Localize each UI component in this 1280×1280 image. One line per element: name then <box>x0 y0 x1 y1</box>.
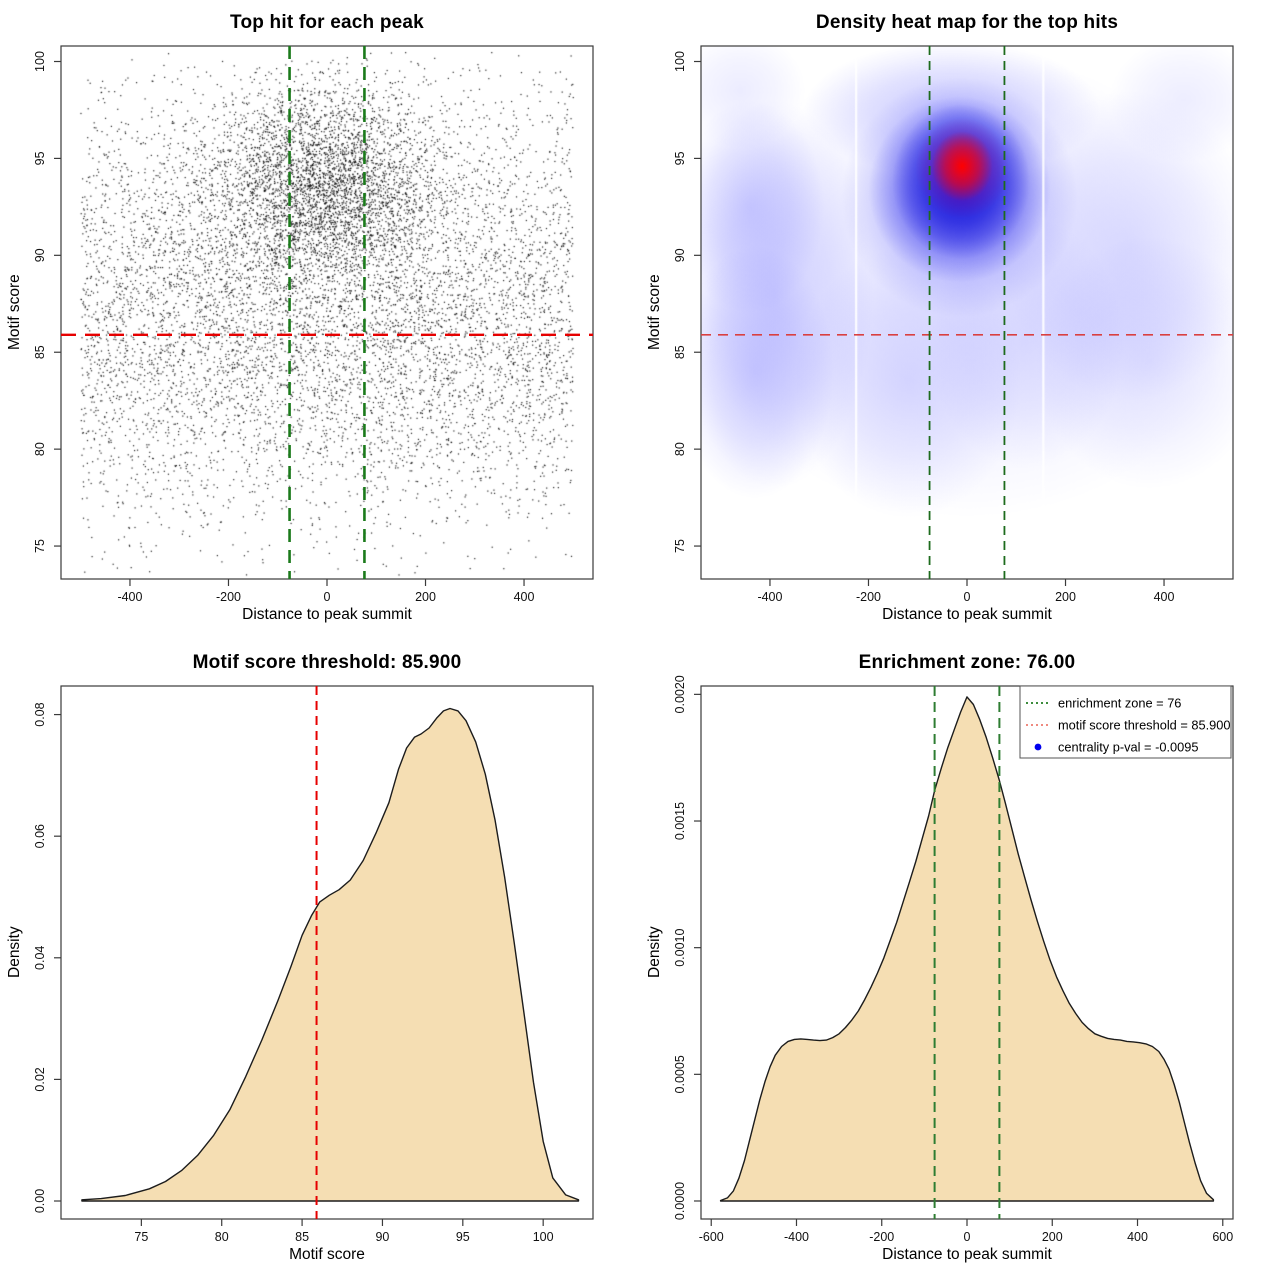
plot-border <box>60 685 594 1220</box>
x-tick-label: 400 <box>514 590 535 604</box>
x-tick-label: 0 <box>964 1230 971 1244</box>
heatmap-canvas <box>701 46 1233 579</box>
y-tick-label: 0.0015 <box>673 802 687 840</box>
y-tick-label: 0.06 <box>33 824 47 848</box>
x-axis-title: Distance to peak summit <box>242 606 412 623</box>
y-tick-label: 0.0010 <box>673 929 687 967</box>
y-tick-label: 0.04 <box>33 946 47 970</box>
x-tick-label: 95 <box>456 1230 470 1244</box>
plot-border <box>700 45 1234 580</box>
motif-density-plot-svg: 75 80 85 90 95 100 0.00 0.02 0.04 0.06 0.08 <box>33 685 594 1244</box>
page-title: Motif score threshold: 85.900 <box>192 652 462 673</box>
y-tick-label: 100 <box>33 51 47 72</box>
legend-marker-dot <box>1034 743 1042 751</box>
x-tick-label: -200 <box>869 1230 894 1244</box>
plot-border <box>60 45 594 580</box>
x-tick-label: 400 <box>1154 590 1175 604</box>
distance-density-plot-svg: -600 -400 -200 0 200 400 600 0.0000 0.0005 0.0010… <box>673 675 1234 1244</box>
x-axis-title: Distance to peak summit <box>882 606 1052 623</box>
y-tick-label: 85 <box>673 345 687 359</box>
y-tick-label: 100 <box>673 51 687 72</box>
heatmap-plot-svg: -400 -200 0 200 400 75 80 85 90 95 100 <box>673 45 1234 604</box>
panel-top-hit-scatter: -400 -200 0 200 400 75 80 85 90 95 100 Top hit for… <box>0 0 640 640</box>
panel-density-heatmap: -400 -200 0 200 400 75 80 85 90 95 100 Density hea… <box>640 0 1280 640</box>
density-curve <box>719 696 1215 1202</box>
x-tick-label: 90 <box>375 1230 389 1244</box>
page-title: Enrichment zone: 76.00 <box>858 652 1076 673</box>
x-tick-label: -400 <box>784 1230 809 1244</box>
y-axis-title: Motif score <box>6 274 23 351</box>
x-tick-label: -200 <box>216 590 241 604</box>
legend-item-label: centrality p-val = -0.0095 <box>1058 740 1199 755</box>
x-tick-label: 200 <box>1042 1230 1063 1244</box>
x-tick-label: 100 <box>533 1230 554 1244</box>
x-tick-label: 85 <box>295 1230 309 1244</box>
x-tick-label: -400 <box>117 590 142 604</box>
legend-item-label: enrichment zone = 76 <box>1058 696 1181 711</box>
y-tick-label: 95 <box>673 151 687 165</box>
scatter-plot-svg: -400 -200 0 200 400 75 80 85 90 95 100 <box>33 45 594 604</box>
panel-distance-density: -600 -400 -200 0 200 400 600 0.0000 0.0005 0.0010… <box>640 640 1280 1280</box>
x-axis-title: Motif score <box>289 1246 365 1263</box>
y-tick-label: 95 <box>33 151 47 165</box>
y-tick-label: 0.08 <box>33 702 47 726</box>
x-tick-label: -400 <box>757 590 782 604</box>
y-tick-label: 80 <box>673 442 687 456</box>
page-title: Top hit for each peak <box>230 12 424 33</box>
panel-motif-score-density: 75 80 85 90 95 100 0.00 0.02 0.04 0.06 0.08 Motif … <box>0 640 640 1280</box>
y-axis-title: Density <box>6 926 23 979</box>
y-tick-label: 90 <box>673 248 687 262</box>
y-tick-label: 0.0000 <box>673 1182 687 1220</box>
y-tick-label: 0.00 <box>33 1189 47 1213</box>
x-tick-label: 0 <box>964 590 971 604</box>
x-axis-title: Distance to peak summit <box>882 1246 1052 1263</box>
x-tick-label: 75 <box>134 1230 148 1244</box>
page-title: Density heat map for the top hits <box>815 12 1119 33</box>
x-tick-label: -600 <box>699 1230 724 1244</box>
y-axis-title: Motif score <box>646 274 663 351</box>
x-tick-label: -200 <box>856 590 881 604</box>
y-tick-label: 90 <box>33 248 47 262</box>
y-tick-label: 75 <box>673 539 687 553</box>
x-tick-label: 400 <box>1127 1230 1148 1244</box>
y-axis-title: Density <box>646 926 663 979</box>
y-tick-label: 80 <box>33 442 47 456</box>
x-tick-label: 600 <box>1212 1230 1233 1244</box>
y-tick-label: 85 <box>33 345 47 359</box>
scatter-points-canvas <box>61 46 593 579</box>
legend-item-label: motif score threshold = 85.900 <box>1058 718 1231 733</box>
y-tick-label: 75 <box>33 539 47 553</box>
y-tick-label: 0.0005 <box>673 1055 687 1093</box>
y-tick-label: 0.02 <box>33 1067 47 1091</box>
x-tick-label: 0 <box>324 590 331 604</box>
x-tick-label: 200 <box>1055 590 1076 604</box>
legend-box <box>1019 685 1232 759</box>
y-tick-label: 0.0020 <box>673 675 687 713</box>
x-tick-label: 200 <box>415 590 436 604</box>
x-tick-label: 80 <box>215 1230 229 1244</box>
density-curve <box>81 707 580 1202</box>
